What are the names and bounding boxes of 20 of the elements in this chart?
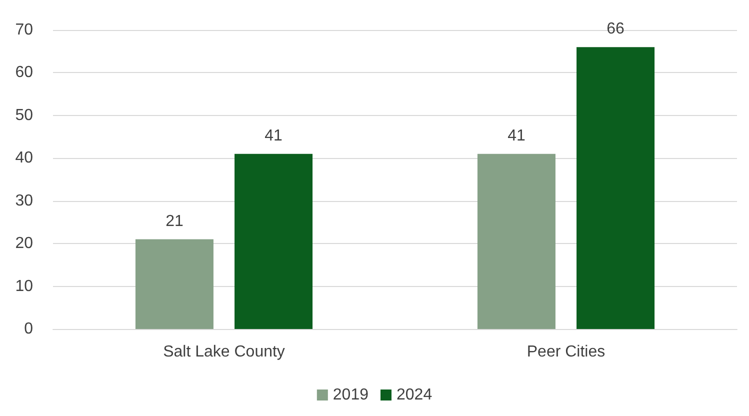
x-tick-label: Peer Cities bbox=[526, 344, 606, 360]
y-tick-label: 70 bbox=[15, 22, 34, 38]
y-tick-label: 0 bbox=[24, 320, 34, 338]
legend-label: 2024 bbox=[396, 386, 432, 404]
bar bbox=[477, 154, 556, 329]
data-label: 41 bbox=[508, 127, 526, 144]
bar bbox=[135, 239, 214, 329]
data-label: 21 bbox=[166, 212, 184, 230]
y-tick-label: 50 bbox=[15, 106, 34, 124]
data-label: 41 bbox=[264, 127, 283, 144]
data-label: 66 bbox=[606, 20, 625, 38]
y-tick-label: 30 bbox=[15, 192, 34, 210]
bar bbox=[576, 47, 655, 329]
y-tick-label: 20 bbox=[15, 235, 34, 252]
legend-label: 2019 bbox=[332, 386, 369, 404]
y-tick-label: 60 bbox=[15, 64, 34, 82]
x-tick-label: Salt Lake County bbox=[163, 344, 285, 360]
bar bbox=[234, 154, 313, 329]
y-tick-label: 10 bbox=[15, 278, 34, 295]
y-tick-label: 40 bbox=[15, 150, 34, 167]
